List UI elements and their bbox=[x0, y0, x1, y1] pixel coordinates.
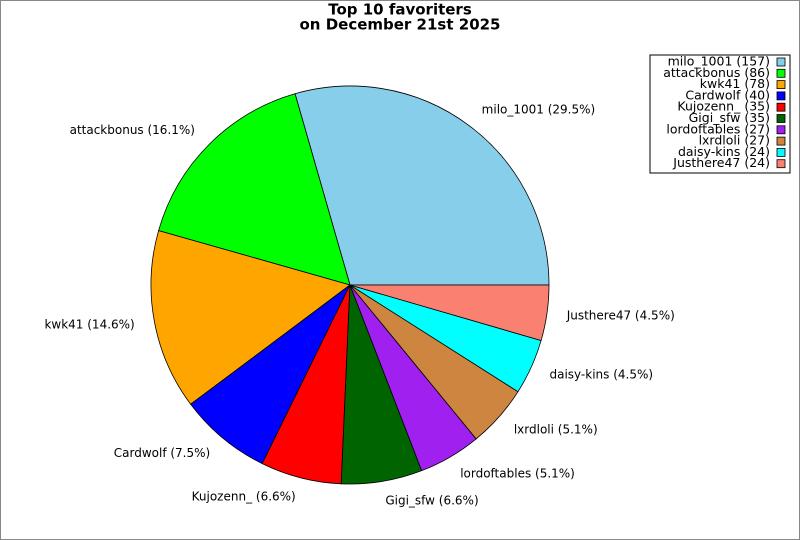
legend-swatch bbox=[776, 57, 786, 67]
legend-box bbox=[649, 54, 791, 174]
legend-label: lordoftables (27) bbox=[666, 121, 770, 136]
legend-swatch bbox=[776, 147, 786, 157]
legend-swatch bbox=[776, 91, 786, 101]
legend-swatch bbox=[776, 125, 786, 135]
legend-swatch bbox=[776, 114, 786, 123]
legend-swatch bbox=[776, 136, 786, 146]
legend-swatch bbox=[776, 80, 786, 89]
slice-label: daisy-kins (4.5%) bbox=[549, 368, 653, 382]
legend-label: lxrdloli (27) bbox=[699, 133, 770, 148]
slice-label: Kujozenn_ (6.6%) bbox=[192, 490, 296, 504]
legend-label: Cardwolf (40) bbox=[685, 87, 770, 102]
chart-subtitle: on December 21st 2025 bbox=[300, 16, 501, 34]
legend-label: attackbonus (86) bbox=[663, 65, 770, 80]
legend-swatch bbox=[776, 68, 786, 78]
legend-swatch bbox=[776, 159, 786, 169]
slice-label: Justhere47 (4.5%) bbox=[566, 308, 675, 322]
legend-label: Justhere47 (24) bbox=[672, 155, 770, 170]
pie-slice bbox=[294, 85, 550, 286]
legend-swatch bbox=[776, 102, 786, 112]
pie-slice bbox=[150, 230, 351, 405]
pie-slice bbox=[158, 93, 351, 286]
slice-label: attackbonus (16.1%) bbox=[70, 123, 195, 137]
slice-label: Cardwolf (7.5%) bbox=[114, 446, 210, 460]
slice-label: Gigi_sfw (6.6%) bbox=[385, 494, 478, 508]
legend-label: Gigi_sfw (35) bbox=[689, 110, 770, 125]
legend-label: milo_1001 (157) bbox=[668, 54, 770, 69]
legend-label: daisy-kins (24) bbox=[678, 144, 770, 159]
slice-label: kwk41 (14.6%) bbox=[44, 317, 134, 331]
chart-title: Top 10 favoriters bbox=[328, 1, 472, 19]
slice-label: lordoftables (5.1%) bbox=[460, 467, 575, 481]
pie-slice bbox=[349, 284, 550, 342]
slice-label: milo_1001 (29.5%) bbox=[482, 103, 596, 117]
legend-label: kwk41 (78) bbox=[700, 76, 770, 91]
legend-label: Kujozenn_ (35) bbox=[677, 99, 770, 114]
slice-label: lxrdloli (5.1%) bbox=[514, 423, 598, 437]
